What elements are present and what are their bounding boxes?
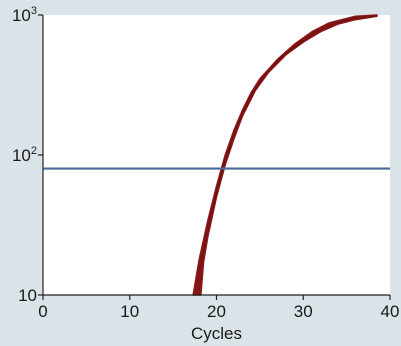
amplification-curve-0-0 <box>194 14 378 296</box>
y-tick-label-1: 102 <box>12 145 37 165</box>
plot-background <box>43 15 390 295</box>
y-tick-label-exp-2: 3 <box>31 5 37 17</box>
y-tick-label-base-0: 10 <box>18 286 37 305</box>
x-tick-label-0: 0 <box>38 302 47 321</box>
y-tick-label-base-2: 10 <box>12 6 31 25</box>
x-ticks: 0 10 20 30 40 <box>38 295 399 321</box>
x-tick-label-4: 40 <box>381 302 400 321</box>
x-tick-label-1: 10 <box>120 302 139 321</box>
x-tick-label-2: 20 <box>207 302 226 321</box>
y-tick-label-exp-1: 2 <box>31 145 37 157</box>
amplification-curve-0-1 <box>196 15 378 296</box>
y-tick-label-2: 103 <box>12 5 37 25</box>
y-tick-label-0: 10 <box>18 286 37 305</box>
series-layer <box>192 14 378 296</box>
amplification-curve-0-2 <box>198 15 378 296</box>
y-tick-label-base-1: 10 <box>12 146 31 165</box>
x-tick-label-3: 30 <box>294 302 313 321</box>
x-axis-title: Cycles <box>191 324 242 343</box>
